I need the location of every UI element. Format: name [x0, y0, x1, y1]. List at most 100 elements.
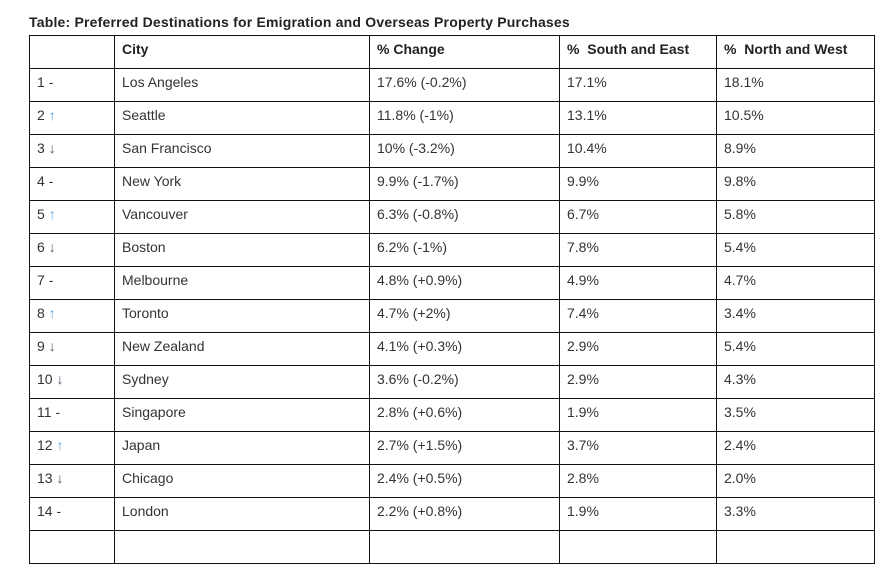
destinations-table: City % Change % South and East % North a…: [29, 35, 875, 564]
trend-icon: ↓: [56, 470, 64, 486]
south-east-cell: 3.7%: [559, 431, 717, 465]
rank-cell: 12 ↑: [29, 431, 115, 465]
south-east-cell: 1.9%: [559, 497, 717, 531]
change-cell: 11.8% (-1%): [369, 101, 560, 135]
rank: 4: [37, 173, 45, 189]
rank: 6: [37, 239, 45, 255]
table-row: 4 - New York 9.9% (-1.7%) 9.9% 9.8%: [29, 167, 875, 201]
rank: 2: [37, 107, 45, 123]
change-cell: 2.7% (+1.5%): [369, 431, 560, 465]
trend-icon: ↑: [48, 206, 56, 222]
table-row: 13 ↓ Chicago 2.4% (+0.5%) 2.8% 2.0%: [29, 464, 875, 498]
trend-icon: ↓: [48, 338, 56, 354]
north-west-cell: 4.7%: [716, 266, 875, 300]
trend-icon: ↓: [48, 140, 56, 156]
rank-cell: 6 ↓: [29, 233, 115, 267]
city-cell: Los Angeles: [114, 68, 370, 102]
change-cell: 2.8% (+0.6%): [369, 398, 560, 432]
south-east-cell: 7.4%: [559, 299, 717, 333]
change-cell: 9.9% (-1.7%): [369, 167, 560, 201]
north-west-cell: 2.4%: [716, 431, 875, 465]
south-east-cell: 4.9%: [559, 266, 717, 300]
table-row: 11 - Singapore 2.8% (+0.6%) 1.9% 3.5%: [29, 398, 875, 432]
rank-cell: 4 -: [29, 167, 115, 201]
change-cell: 6.2% (-1%): [369, 233, 560, 267]
city-cell: San Francisco: [114, 134, 370, 168]
rank: 14: [37, 503, 53, 519]
table-row: 8 ↑ Toronto 4.7% (+2%) 7.4% 3.4%: [29, 299, 875, 333]
table-row: 9 ↓ New Zealand 4.1% (+0.3%) 2.9% 5.4%: [29, 332, 875, 366]
city-cell: Chicago: [114, 464, 370, 498]
rank-cell: 5 ↑: [29, 200, 115, 234]
table-row: 10 ↓ Sydney 3.6% (-0.2%) 2.9% 4.3%: [29, 365, 875, 399]
table-row: 6 ↓ Boston 6.2% (-1%) 7.8% 5.4%: [29, 233, 875, 267]
north-west-cell: 18.1%: [716, 68, 875, 102]
city-cell: Vancouver: [114, 200, 370, 234]
south-east-cell: 7.8%: [559, 233, 717, 267]
table-row: 14 - London 2.2% (+0.8%) 1.9% 3.3%: [29, 497, 875, 531]
header-north-west: % North and West: [716, 35, 875, 69]
table-row: 2 ↑ Seattle 11.8% (-1%) 13.1% 10.5%: [29, 101, 875, 135]
south-east-cell: 9.9%: [559, 167, 717, 201]
rank: 3: [37, 140, 45, 156]
rank: 12: [37, 437, 53, 453]
trend-icon: -: [48, 272, 54, 288]
rank-cell: 11 -: [29, 398, 115, 432]
trend-icon: ↓: [56, 371, 64, 387]
north-west-cell: 9.8%: [716, 167, 875, 201]
table-row: 3 ↓ San Francisco 10% (-3.2%) 10.4% 8.9%: [29, 134, 875, 168]
rank-cell: 10 ↓: [29, 365, 115, 399]
south-east-cell: 17.1%: [559, 68, 717, 102]
rank-cell: 7 -: [29, 266, 115, 300]
table-row: 12 ↑ Japan 2.7% (+1.5%) 3.7% 2.4%: [29, 431, 875, 465]
north-west-cell: 5.4%: [716, 332, 875, 366]
city-cell: Seattle: [114, 101, 370, 135]
rank: 10: [37, 371, 53, 387]
south-east-cell: 2.9%: [559, 332, 717, 366]
table-row: 5 ↑ Vancouver 6.3% (-0.8%) 6.7% 5.8%: [29, 200, 875, 234]
header-rank: [29, 35, 115, 69]
city-cell: London: [114, 497, 370, 531]
south-east-cell: [559, 530, 717, 564]
rank: 7: [37, 272, 45, 288]
trend-icon: -: [48, 74, 54, 90]
rank-cell: 9 ↓: [29, 332, 115, 366]
change-cell: 4.7% (+2%): [369, 299, 560, 333]
change-cell: 3.6% (-0.2%): [369, 365, 560, 399]
south-east-cell: 1.9%: [559, 398, 717, 432]
north-west-cell: [716, 530, 875, 564]
rank: 13: [37, 470, 53, 486]
header-row: City % Change % South and East % North a…: [29, 35, 875, 69]
trend-icon: ↑: [48, 107, 56, 123]
trend-icon: ↑: [48, 305, 56, 321]
rank-cell: 2 ↑: [29, 101, 115, 135]
trend-icon: ↑: [56, 437, 64, 453]
trend-icon: -: [55, 404, 61, 420]
trend-icon: -: [56, 503, 62, 519]
city-cell: Toronto: [114, 299, 370, 333]
south-east-cell: 6.7%: [559, 200, 717, 234]
city-cell: Melbourne: [114, 266, 370, 300]
rank-cell: 3 ↓: [29, 134, 115, 168]
change-cell: [369, 530, 560, 564]
table-title: Table: Preferred Destinations for Emigra…: [29, 14, 570, 30]
rank-cell: [29, 530, 115, 564]
city-cell: Japan: [114, 431, 370, 465]
city-cell: Boston: [114, 233, 370, 267]
rank: 1: [37, 74, 45, 90]
rank: 5: [37, 206, 45, 222]
table-row: 7 - Melbourne 4.8% (+0.9%) 4.9% 4.7%: [29, 266, 875, 300]
trend-icon: -: [48, 173, 54, 189]
north-west-cell: 5.8%: [716, 200, 875, 234]
rank: 8: [37, 305, 45, 321]
change-cell: 4.1% (+0.3%): [369, 332, 560, 366]
header-city: City: [114, 35, 370, 69]
trend-icon: ↓: [48, 239, 56, 255]
change-cell: 2.2% (+0.8%): [369, 497, 560, 531]
north-west-cell: 4.3%: [716, 365, 875, 399]
south-east-cell: 2.9%: [559, 365, 717, 399]
north-west-cell: 10.5%: [716, 101, 875, 135]
header-south-east: % South and East: [559, 35, 717, 69]
table-row: 1 - Los Angeles 17.6% (-0.2%) 17.1% 18.1…: [29, 68, 875, 102]
rank: 11: [37, 404, 52, 420]
